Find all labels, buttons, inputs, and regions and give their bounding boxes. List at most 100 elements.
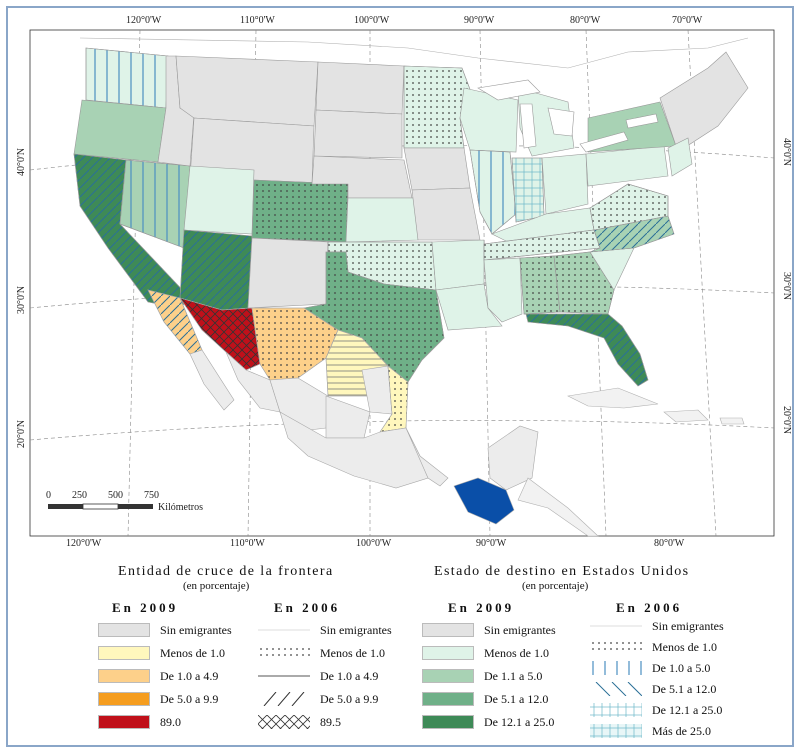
- legend-border-subtitle: (en porcentaje): [183, 580, 250, 592]
- state-oregon: [73, 99, 167, 163]
- swatch: [98, 692, 150, 706]
- canada-outline: [79, 37, 749, 69]
- swatch: [422, 623, 474, 637]
- swatch: [98, 669, 150, 683]
- legend-border-year-2006: En 2006: [274, 600, 341, 615]
- svg-text:80°0'W: 80°0'W: [570, 15, 601, 26]
- svg-text:70°0'W: 70°0'W: [672, 15, 703, 26]
- swatch-cross: [258, 715, 310, 729]
- swatch: [98, 715, 150, 729]
- legend-item: Sin emigrantes: [590, 618, 724, 634]
- legend-item: Sin emigrantes: [422, 622, 556, 638]
- state-montana: [175, 55, 319, 127]
- legend-border-year-2009: En 2009: [112, 600, 179, 615]
- legend-item: 89.0: [98, 714, 181, 730]
- state-louisiana: [435, 283, 503, 331]
- state-baja-california-sur: [189, 349, 235, 411]
- svg-text:80°0'W: 80°0'W: [654, 538, 685, 548]
- svg-text:20°0'N: 20°0'N: [781, 406, 792, 434]
- swatch: [422, 646, 474, 660]
- svg-text:100°0'W: 100°0'W: [354, 15, 390, 26]
- great-lakes: [477, 79, 659, 153]
- svg-text:500: 500: [108, 490, 123, 501]
- swatch-none: [590, 625, 642, 627]
- legend-item: Menos de 1.0: [590, 639, 717, 655]
- swatch-grid: [590, 703, 642, 717]
- legend-item: De 1.0 a 5.0: [590, 660, 710, 676]
- caribbean-islands: [517, 387, 745, 537]
- svg-text:120°0'W: 120°0'W: [126, 15, 162, 26]
- state-veracruz: [405, 427, 449, 487]
- svg-text:40°0'N: 40°0'N: [16, 148, 27, 176]
- legend-item: De 5.0 a 9.9: [98, 691, 218, 707]
- svg-text:750: 750: [144, 490, 159, 501]
- state-new-jersey: [667, 137, 693, 177]
- legend-item: Sin emigrantes: [98, 622, 232, 638]
- legend-item: De 5.0 a 9.9: [258, 691, 378, 707]
- legend-item: Sin emigrantes: [258, 622, 392, 638]
- swatch: [422, 669, 474, 683]
- legend-item: Más de 25.0: [590, 723, 711, 739]
- svg-text:120°0'W: 120°0'W: [66, 538, 102, 548]
- svg-text:90°0'W: 90°0'W: [476, 538, 507, 548]
- state-kansas: [345, 197, 419, 243]
- migration-map: 120°0'W 110°0'W 100°0'W 90°0'W 80°0'W 70…: [16, 15, 792, 548]
- swatch: [422, 715, 474, 729]
- svg-text:30°0'N: 30°0'N: [781, 272, 792, 300]
- swatch-vline: [590, 661, 642, 675]
- svg-text:110°0'W: 110°0'W: [240, 15, 275, 26]
- legend-border-entity: Entidad de cruce de la frontera (en porc…: [98, 564, 398, 744]
- swatch: [98, 646, 150, 660]
- figure-frame: 120°0'W 110°0'W 100°0'W 90°0'W 80°0'W 70…: [6, 6, 794, 747]
- legend-item: De 1.1 a 5.0: [422, 668, 542, 684]
- legend-item: De 5.1 a 12.0: [422, 691, 548, 707]
- state-missouri: [411, 187, 481, 241]
- state-chiapas-origin: [453, 477, 515, 525]
- state-iowa: [403, 147, 471, 191]
- svg-text:40°0'N: 40°0'N: [781, 138, 792, 166]
- state-utah: [183, 165, 255, 235]
- legend-item: Menos de 1.0: [258, 645, 385, 661]
- swatch: [422, 692, 474, 706]
- mexico-states: [147, 289, 539, 525]
- legend-item: De 1.0 a 4.9: [258, 668, 378, 684]
- legend-destination-subtitle: (en porcentaje): [522, 580, 589, 592]
- svg-text:30°0'N: 30°0'N: [16, 286, 27, 314]
- state-yucatan-peninsula: [487, 425, 539, 491]
- svg-text:Kilómetros: Kilómetros: [158, 502, 203, 513]
- legend-border-title: Entidad de cruce de la frontera: [118, 564, 334, 579]
- us-states: [73, 47, 749, 387]
- svg-text:110°0'W: 110°0'W: [230, 538, 265, 548]
- svg-text:100°0'W: 100°0'W: [356, 538, 392, 548]
- legend-item: 89.5: [258, 714, 341, 730]
- swatch-dots: [590, 640, 642, 654]
- state-south-dakota: [313, 109, 403, 159]
- legend-item: De 12.1 a 25.0: [590, 702, 722, 718]
- state-arkansas: [431, 239, 485, 291]
- legend-item: De 12.1 a 25.0: [422, 714, 554, 730]
- state-mississippi: [483, 257, 523, 323]
- legend-destination-title: Estado de destino en Estados Unidos: [434, 564, 690, 579]
- legend-destination-state: Estado de destino en Estados Unidos (en …: [412, 564, 792, 746]
- legend-item: Menos de 1.0: [422, 645, 549, 661]
- swatch-diag: [595, 682, 642, 696]
- legend-item: De 5.1 a 12.0: [590, 681, 716, 697]
- swatch-diag: [263, 692, 305, 706]
- legend-destination-year-2006: En 2006: [616, 600, 683, 615]
- state-north-dakota: [315, 61, 405, 115]
- swatch-none: [258, 629, 310, 631]
- legend-item: Menos de 1.0: [98, 645, 225, 661]
- svg-text:0: 0: [46, 490, 51, 501]
- svg-text:20°0'N: 20°0'N: [16, 420, 27, 448]
- svg-text:250: 250: [72, 490, 87, 501]
- swatch-hline: [258, 675, 310, 677]
- swatch-xgrid: [590, 724, 642, 738]
- swatch: [98, 623, 150, 637]
- legend-destination-year-2009: En 2009: [448, 600, 515, 615]
- swatch-dots: [258, 646, 310, 660]
- svg-text:90°0'W: 90°0'W: [464, 15, 495, 26]
- scale-bar: 0 250 500 750 Kilómetros: [46, 490, 203, 513]
- state-new-mexico: [247, 237, 329, 309]
- legend-item: De 1.0 a 4.9: [98, 668, 218, 684]
- degree-labels: 120°0'W 110°0'W 100°0'W 90°0'W 80°0'W 70…: [16, 15, 792, 548]
